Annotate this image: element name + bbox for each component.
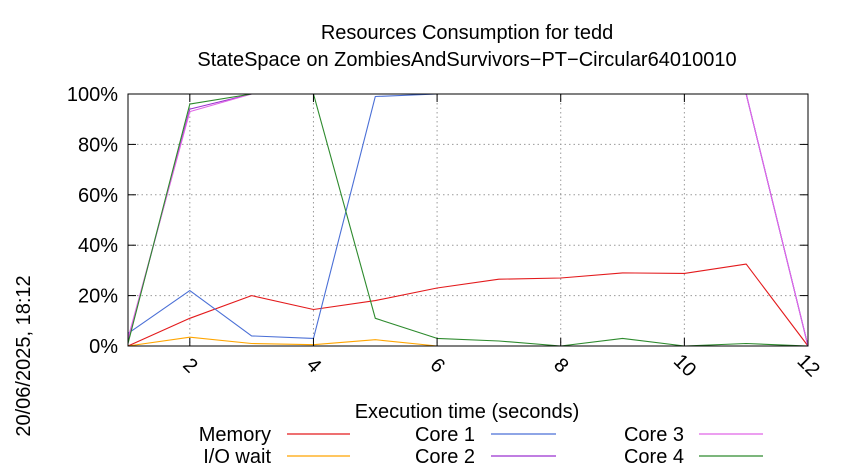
- legend-label-core-3: Core 3: [624, 424, 684, 446]
- series-line-core-2: [127, 93, 809, 347]
- x-tick-label: 2: [178, 354, 201, 377]
- axis-ticks: 0% 20% 40% 60% 80% 100% 2 4 6 8 10 12: [67, 84, 824, 381]
- legend-label-memory: Memory: [199, 424, 271, 446]
- legend-label-core-1: Core 1: [415, 424, 475, 446]
- x-tick-label: 6: [426, 354, 449, 377]
- x-axis-label: Execution time (seconds): [355, 401, 580, 423]
- series-lines: [127, 93, 809, 347]
- plot-frame: [127, 93, 809, 347]
- legend-label-i-o-wait: I/O wait: [203, 446, 271, 468]
- series-line-core-3: [127, 93, 809, 347]
- series-line-core-1: [127, 93, 809, 347]
- y-tick-label: 60%: [78, 185, 118, 207]
- y-tick-label: 20%: [78, 286, 118, 308]
- y-tick-label: 80%: [78, 134, 118, 156]
- x-tick-label: 10: [669, 350, 700, 381]
- legend-label-core-4: Core 4: [624, 446, 684, 468]
- y-tick-label: 100%: [67, 84, 118, 106]
- legend-label-core-2: Core 2: [415, 446, 475, 468]
- chart-subtitle: StateSpace on ZombiesAndSurvivors−PT−Cir…: [197, 49, 736, 71]
- x-tick-label: 4: [302, 354, 325, 377]
- series-line-memory: [127, 263, 809, 347]
- timestamp-label: 20/06/2025, 18:12: [13, 275, 35, 436]
- series-line-core-4: [127, 93, 809, 347]
- y-tick-label: 40%: [78, 235, 118, 257]
- x-tick-label: 12: [793, 350, 824, 381]
- chart-title: Resources Consumption for tedd: [321, 22, 613, 44]
- grid-lines: [128, 94, 808, 346]
- y-tick-label: 0%: [89, 336, 118, 358]
- x-tick-label: 8: [549, 354, 572, 377]
